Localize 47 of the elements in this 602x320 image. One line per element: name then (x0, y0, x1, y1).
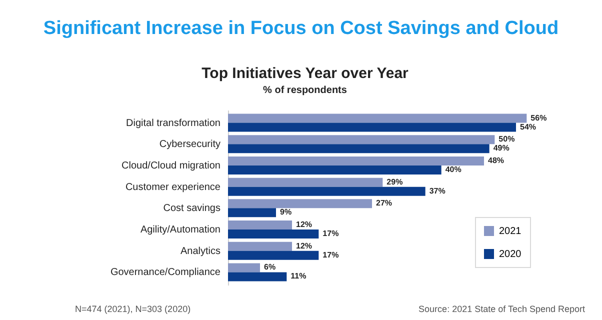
bar (228, 178, 383, 187)
data-label: 56% (530, 113, 547, 122)
chart-title: Significant Increase in Focus on Cost Savings and Cloud (43, 18, 559, 39)
data-label: 27% (376, 198, 392, 208)
data-label: 48% (488, 156, 504, 165)
bar (228, 186, 426, 196)
bar (228, 272, 287, 282)
bar (228, 114, 527, 123)
bar (228, 230, 319, 239)
data-label: 29% (386, 177, 403, 186)
y-tick-label: Digital transformation (126, 118, 220, 129)
data-label: 17% (322, 229, 339, 238)
bar (228, 144, 490, 154)
data-label: 6% (264, 262, 276, 272)
y-tick-label: Governance/Compliance (110, 267, 221, 278)
data-label: 11% (290, 272, 306, 281)
text: N=474 (2021), N=303 (2020) (75, 304, 191, 314)
text: % of respondents (263, 85, 348, 96)
bar (228, 242, 292, 251)
data-label: 37% (429, 186, 446, 196)
bar (228, 199, 372, 208)
y-tick-label: Cost savings (163, 203, 220, 214)
bar (228, 208, 276, 218)
bar (228, 263, 260, 272)
chart-subtitle: Top Initiatives Year over Year (202, 65, 409, 82)
bar (228, 250, 319, 260)
data-label: 54% (520, 122, 536, 132)
bar (228, 122, 516, 132)
bar (228, 156, 484, 166)
bar (228, 135, 495, 144)
data-label: 49% (493, 144, 510, 153)
y-tick-label: Cloud/Cloud migration (122, 160, 220, 172)
data-label: 12% (296, 220, 312, 230)
y-tick-label: Cybersecurity (159, 139, 220, 150)
data-label: 50% (498, 134, 515, 144)
legend-label: 2021 (499, 226, 522, 237)
data-label: 17% (322, 250, 339, 260)
bar (228, 220, 292, 230)
y-tick-label: Analytics (180, 246, 220, 257)
bar (228, 165, 442, 174)
data-label: 12% (296, 241, 312, 250)
data-label: 9% (280, 208, 292, 217)
legend-label: 2020 (499, 249, 522, 260)
y-tick-label: Agility/Automation (140, 224, 220, 236)
source-note: Source: 2021 State of Tech Spend Report (418, 304, 586, 314)
data-label: 40% (445, 164, 462, 174)
y-tick-label: Customer experience (125, 182, 221, 193)
